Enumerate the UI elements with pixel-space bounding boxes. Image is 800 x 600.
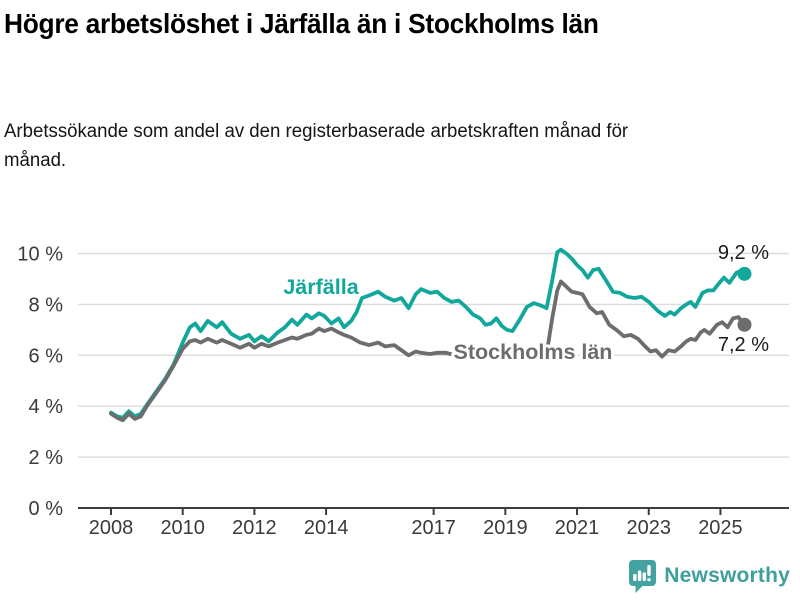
x-tick-label: 2023: [627, 517, 672, 539]
x-tick-label: 2010: [160, 517, 205, 539]
newsworthy-logo: Newsworthy: [627, 559, 790, 593]
chart-subtitle: Arbetssökande som andel av den registerb…: [4, 121, 629, 171]
x-tick-label: 2014: [304, 517, 349, 539]
series-end-dot: [737, 317, 752, 332]
x-tick-label: 2019: [483, 517, 528, 539]
y-tick-label: 0 %: [29, 498, 64, 520]
newsworthy-wordmark: Newsworthy: [664, 564, 790, 587]
page-title: Högre arbetslöshet i Järfälla än i Stock…: [4, 8, 599, 39]
series-end-value: 9,2 %: [718, 242, 769, 264]
series-label: Stockholms län: [454, 340, 613, 364]
series-line-jarfalla: [109, 247, 747, 420]
x-tick-label: 2008: [89, 517, 134, 539]
y-tick-label: 10 %: [17, 244, 63, 266]
series-line-stockholm: [109, 279, 747, 423]
y-tick-label: 2 %: [29, 447, 64, 469]
x-tick-label: 2021: [555, 517, 600, 539]
series-end-dot: [737, 266, 752, 281]
x-tick-label: 2012: [232, 517, 277, 539]
y-tick-label: 8 %: [29, 294, 64, 316]
x-tick-label: 2025: [698, 517, 743, 539]
y-tick-label: 4 %: [29, 396, 64, 418]
y-tick-label: 6 %: [29, 345, 64, 367]
newsworthy-logo-icon: [629, 560, 657, 593]
x-tick-label: 2017: [411, 517, 456, 539]
series-label: Järfälla: [283, 275, 359, 299]
series-end-value: 7,2 %: [718, 334, 769, 356]
